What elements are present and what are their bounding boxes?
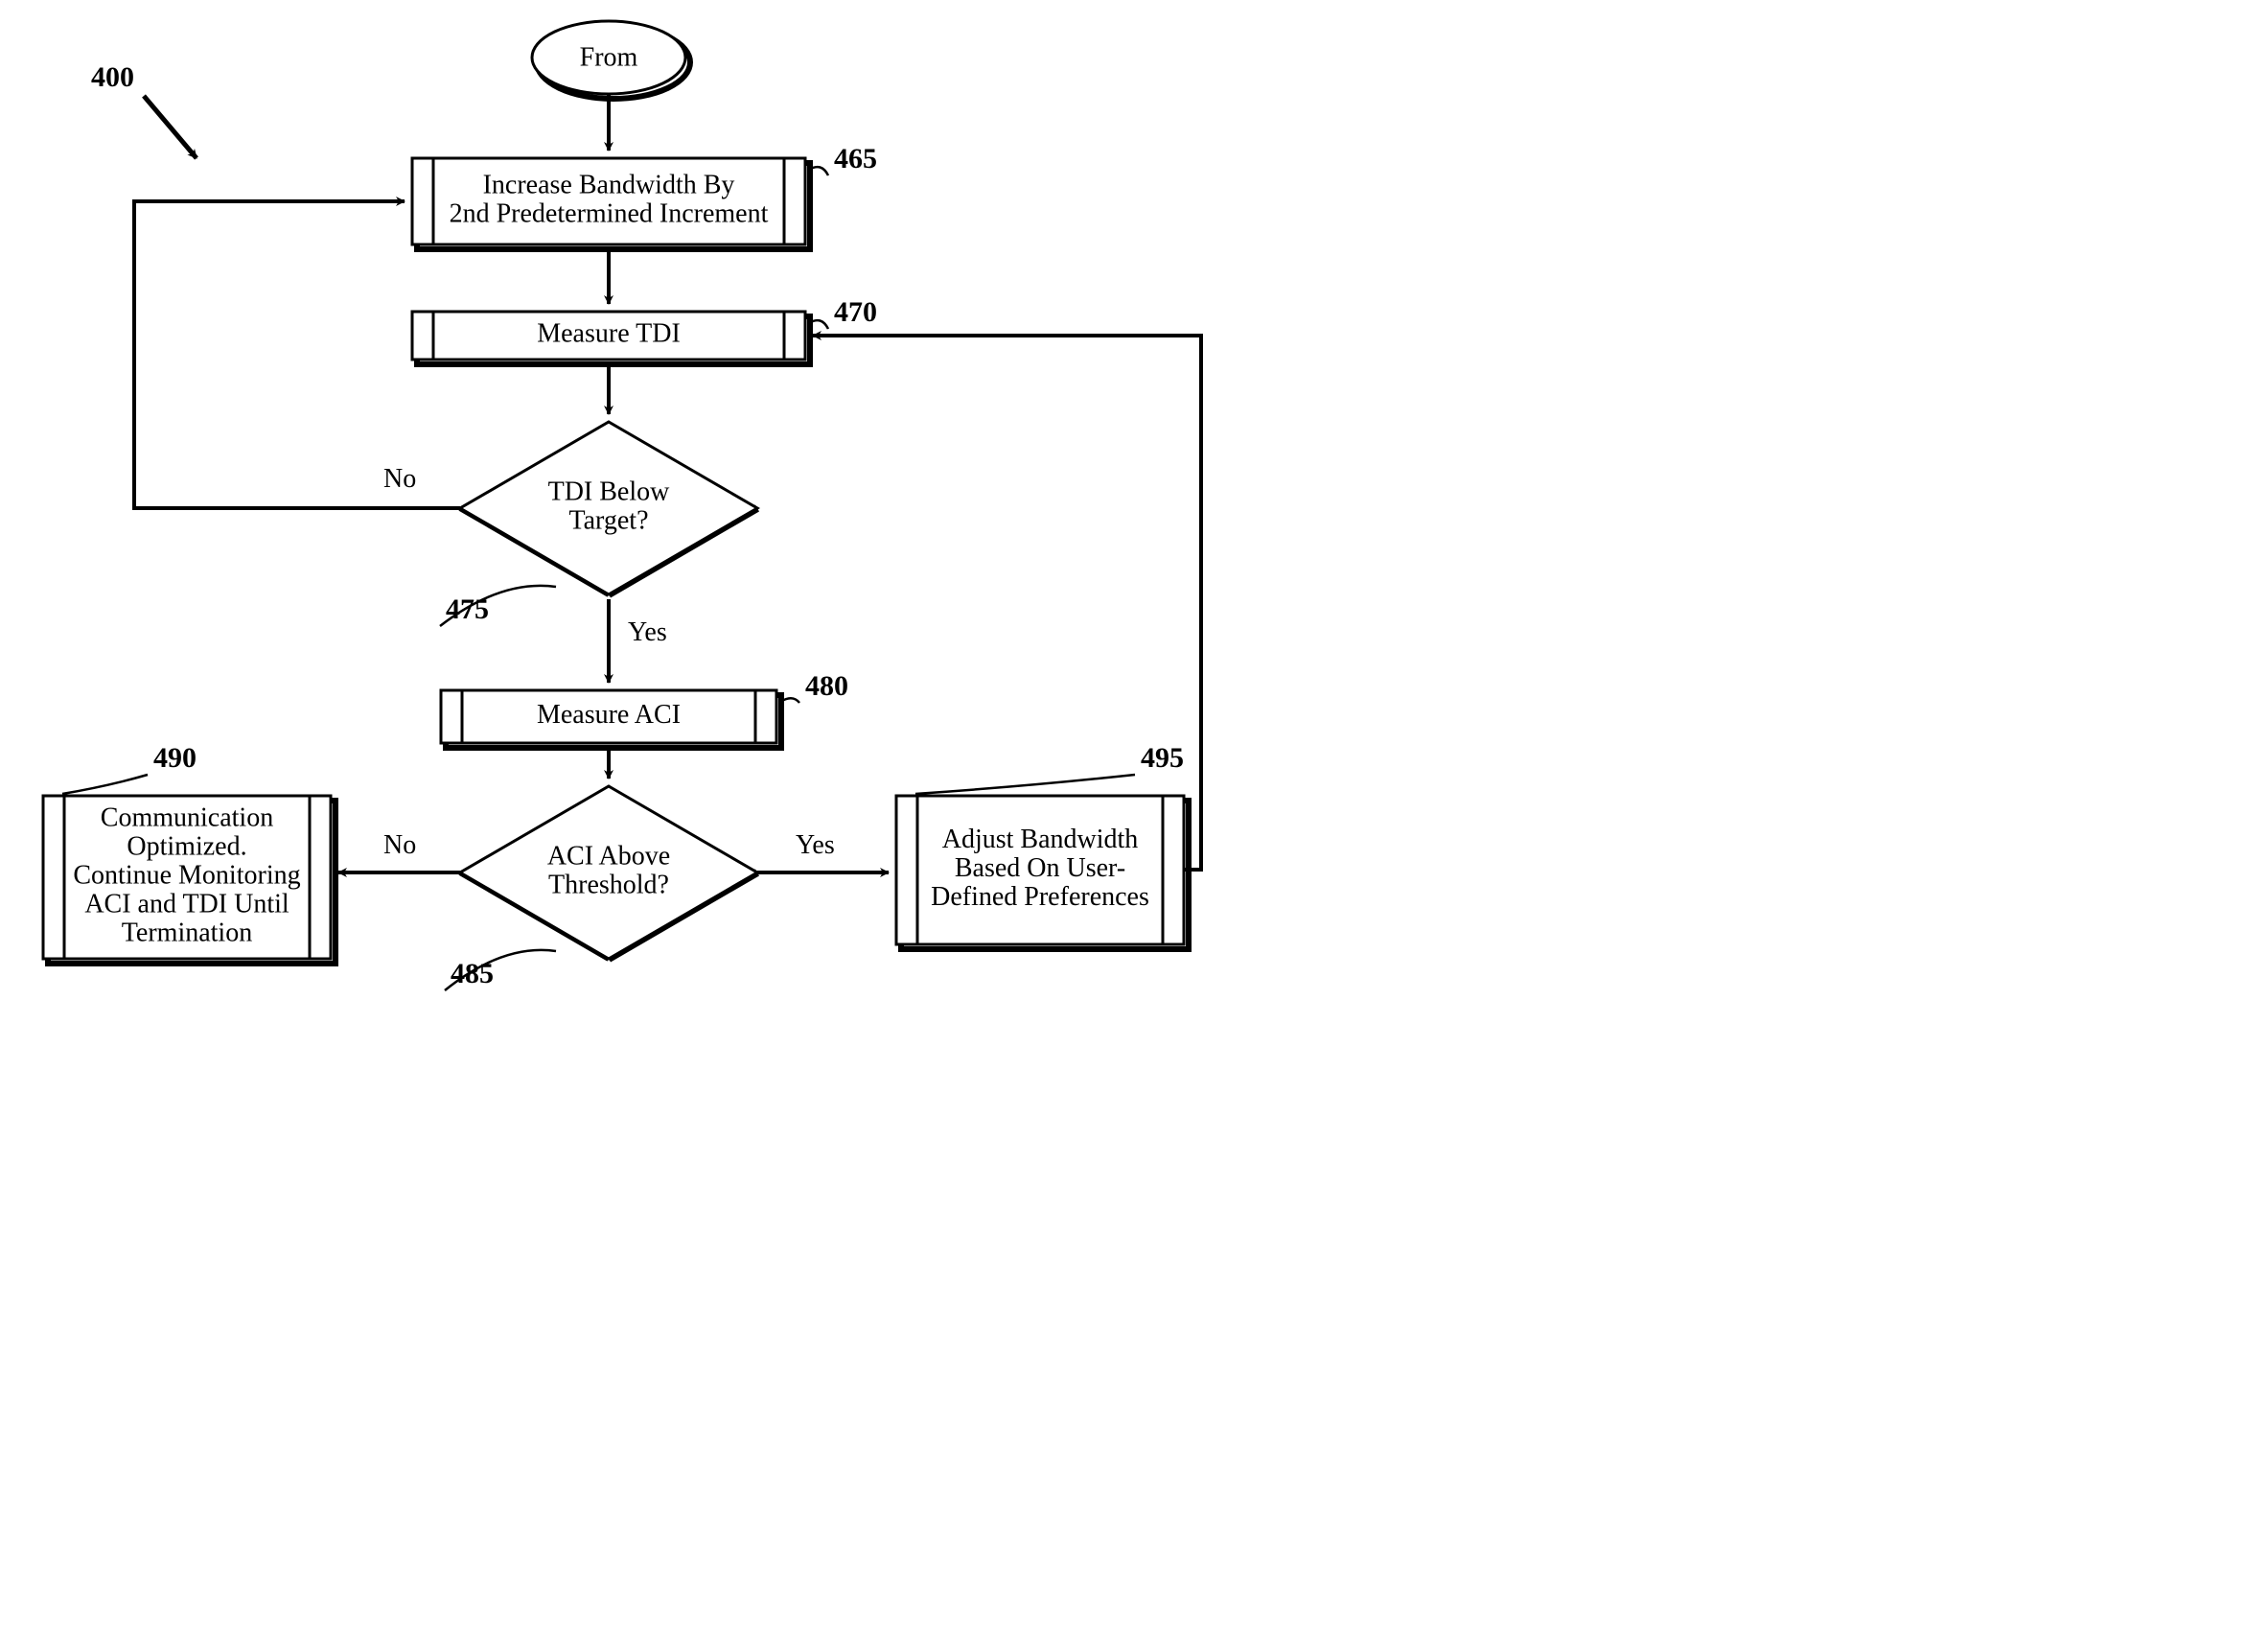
process-text: Increase Bandwidth By (483, 170, 735, 199)
process-text: Defined Preferences (931, 882, 1149, 912)
process-n465: Increase Bandwidth By2nd Predetermined I… (412, 158, 810, 249)
callout-label: 480 (805, 670, 848, 702)
process-n470: Measure TDI (412, 312, 810, 364)
decision-text: Target? (568, 505, 648, 535)
edge-n495-to-n470 (813, 336, 1201, 870)
edge-label-no: No (383, 464, 416, 494)
decision-n475: TDI BelowTarget? Yes No (383, 422, 757, 647)
decision-text: ACI Above (547, 841, 670, 871)
figure-label: 400 (91, 61, 134, 93)
process-text: 2nd Predetermined Increment (450, 198, 769, 228)
process-n490: CommunicationOptimized.Continue Monitori… (43, 796, 336, 964)
process-n495: Adjust BandwidthBased On User-Defined Pr… (896, 796, 1189, 949)
flowchart-diagram: From Increase Bandwidth By2nd Predetermin… (0, 0, 1246, 1007)
callout-label: 485 (451, 958, 494, 989)
process-text: Optimized. (127, 831, 246, 861)
callout-leader (915, 775, 1135, 794)
callout-label: 470 (834, 296, 877, 328)
process-n480: Measure ACI (441, 690, 781, 748)
callout-label: 495 (1141, 742, 1184, 774)
figure-label-arrow (144, 96, 197, 158)
edge-label-yes: Yes (628, 617, 667, 647)
callout-label: 475 (446, 593, 489, 625)
edge-label-no: No (383, 830, 416, 860)
terminator-text: From (580, 42, 638, 72)
process-text: Measure TDI (537, 318, 681, 348)
process-text: Adjust Bandwidth (942, 825, 1139, 854)
process-text: Communication (101, 802, 273, 832)
terminator-start: From (532, 21, 690, 99)
process-text: Continue Monitoring (73, 860, 300, 890)
process-text: Measure ACI (537, 700, 681, 730)
callout-leader (62, 775, 148, 794)
edge-label-yes: Yes (796, 830, 835, 860)
callout-label: 490 (153, 742, 197, 774)
process-text: Termination (122, 918, 252, 947)
process-text: ACI and TDI Until (84, 889, 289, 919)
process-text: Based On User- (955, 853, 1125, 883)
decision-text: Threshold? (548, 870, 669, 899)
callout-label: 465 (834, 143, 877, 174)
decision-text: TDI Below (548, 477, 671, 506)
